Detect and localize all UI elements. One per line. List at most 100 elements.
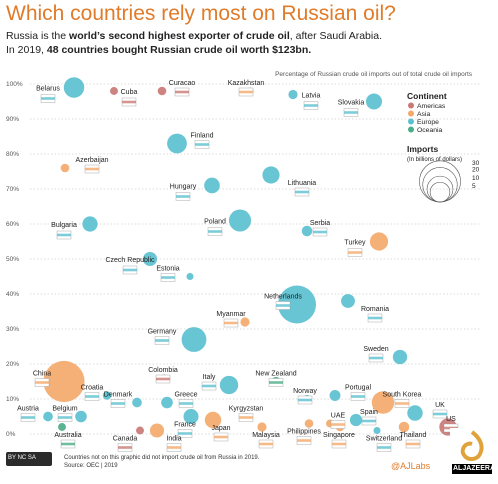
flag-stripe-lithuania — [295, 190, 309, 194]
flag-stripe-serbia — [313, 230, 327, 234]
country-label-spain: Spain — [360, 409, 378, 416]
flag-stripe-curacao — [175, 90, 189, 94]
country-label-hungary: Hungary — [170, 184, 197, 191]
y-tick-label: 40% — [6, 291, 19, 298]
y-tick-label: 90% — [6, 116, 19, 123]
flag-stripe-china — [35, 381, 49, 384]
country-label-new-zealand: New Zealand — [255, 371, 296, 378]
legend-label-oceania: Oceania — [417, 127, 443, 134]
flag-stripe-philippines — [297, 439, 311, 442]
country-label-kyrgyzstan: Kyrgyzstan — [229, 406, 264, 413]
bubble-curacao — [157, 86, 167, 96]
y-tick-label: 60% — [6, 221, 19, 228]
flag-stripe-norway — [298, 398, 312, 402]
y-tick-label: 50% — [6, 256, 19, 263]
bubble-finland — [167, 133, 187, 154]
country-label-singapore: Singapore — [323, 432, 355, 439]
ajlabs-credit: @AJLabs — [391, 461, 431, 471]
bubble-australia — [58, 423, 66, 431]
cc-license-text: BY NC SA — [8, 455, 36, 461]
chart-title: Which countries rely most on Russian oil… — [6, 2, 396, 25]
size-legend-title: Imports — [407, 144, 438, 154]
flag-stripe-spain — [362, 419, 376, 423]
bubble-cuba — [110, 87, 118, 95]
flag-stripe-myanmar — [224, 321, 238, 325]
country-label-denmark: Denmark — [104, 392, 133, 399]
flag-stripe-belarus — [41, 97, 55, 100]
flag-stripe-poland — [208, 230, 222, 233]
country-label-belgium: Belgium — [52, 406, 77, 413]
flag-stripe-bulgaria — [57, 233, 71, 237]
country-label-germany: Germany — [148, 329, 177, 336]
flag-stripe-belgium — [58, 416, 72, 419]
flag-stripe-czech-republic — [123, 268, 137, 272]
flag-stripe-romania — [368, 316, 382, 320]
bubble-myanmar — [240, 317, 250, 327]
bubble-hungary — [204, 177, 220, 194]
country-label-poland: Poland — [204, 219, 226, 226]
country-label-china: China — [33, 371, 51, 378]
bubble-denmark — [132, 397, 142, 408]
footnote: Countries not on this graphic did not im… — [64, 455, 260, 461]
country-label-finland: Finland — [191, 133, 214, 140]
bubble-azerbaijan — [60, 163, 70, 173]
country-label-india: India — [166, 436, 181, 443]
country-label-myanmar: Myanmar — [216, 311, 246, 318]
country-label-australia: Australia — [54, 432, 81, 439]
flag-stripe-thailand — [406, 442, 420, 446]
flag-stripe-malaysia — [259, 442, 273, 446]
bubble-serbia — [301, 225, 313, 237]
bubble-south-korea — [371, 391, 395, 414]
bubble-china — [43, 360, 85, 403]
country-label-south-korea: South Korea — [383, 392, 422, 399]
country-label-uk: UK — [435, 402, 445, 409]
country-label-colombia: Colombia — [148, 367, 178, 374]
y-tick-label: 30% — [6, 326, 19, 333]
country-label-greece: Greece — [175, 392, 198, 399]
country-label-turkey: Turkey — [344, 240, 366, 247]
flag-stripe-azerbaijan — [85, 167, 99, 171]
y-tick-label: 0% — [6, 431, 16, 438]
flag-stripe-colombia — [156, 377, 170, 381]
bubble-lithuania — [262, 166, 280, 184]
size-legend-label-20: 20 — [472, 166, 480, 173]
bubble-switzerland — [373, 426, 381, 435]
flag-stripe-cuba — [122, 100, 136, 104]
bubble-croatia — [102, 391, 112, 400]
y-tick-label: 70% — [6, 186, 19, 193]
country-label-malaysia: Malaysia — [252, 432, 280, 439]
flag-stripe-portugal — [351, 395, 365, 398]
bubble-turkey — [369, 232, 389, 251]
legend-swatch-europe — [408, 118, 414, 125]
country-label-france: France — [174, 422, 196, 429]
cc-license-icon — [6, 452, 52, 466]
country-label-thailand: Thailand — [400, 432, 427, 439]
country-label-azerbaijan: Azerbaijan — [75, 157, 108, 164]
size-legend-subtitle: (In billions of dollars) — [407, 157, 462, 163]
flag-stripe-finland — [195, 143, 209, 146]
flag-stripe-italy — [202, 384, 216, 388]
country-label-kazakhstan: Kazakhstan — [228, 80, 265, 87]
size-legend-circle-5 — [429, 181, 451, 203]
flag-stripe-hungary — [176, 195, 190, 198]
bubble-thailand — [398, 421, 410, 433]
legend-label-americas: Americas — [417, 103, 446, 110]
flag-stripe-australia — [61, 442, 75, 446]
country-label-bulgaria: Bulgaria — [51, 222, 77, 229]
subtitle-line-2: In 2019, 48 countries bought Russian cru… — [6, 44, 312, 56]
size-legend-label-5: 5 — [472, 183, 476, 190]
flag-stripe-new-zealand — [269, 381, 283, 384]
country-label-latvia: Latvia — [302, 93, 321, 100]
country-label-italy: Italy — [203, 374, 216, 381]
bubble-netherlands — [278, 285, 316, 324]
size-legend-circle-30 — [419, 160, 461, 203]
flag-stripe-japan — [214, 435, 228, 439]
country-label-slovakia: Slovakia — [338, 100, 365, 107]
country-label-switzerland: Switzerland — [366, 436, 402, 443]
country-label-serbia: Serbia — [310, 220, 330, 227]
country-label-sweden: Sweden — [363, 346, 388, 353]
flag-stripe-germany — [155, 339, 169, 342]
bubble-bulgaria — [82, 216, 98, 232]
